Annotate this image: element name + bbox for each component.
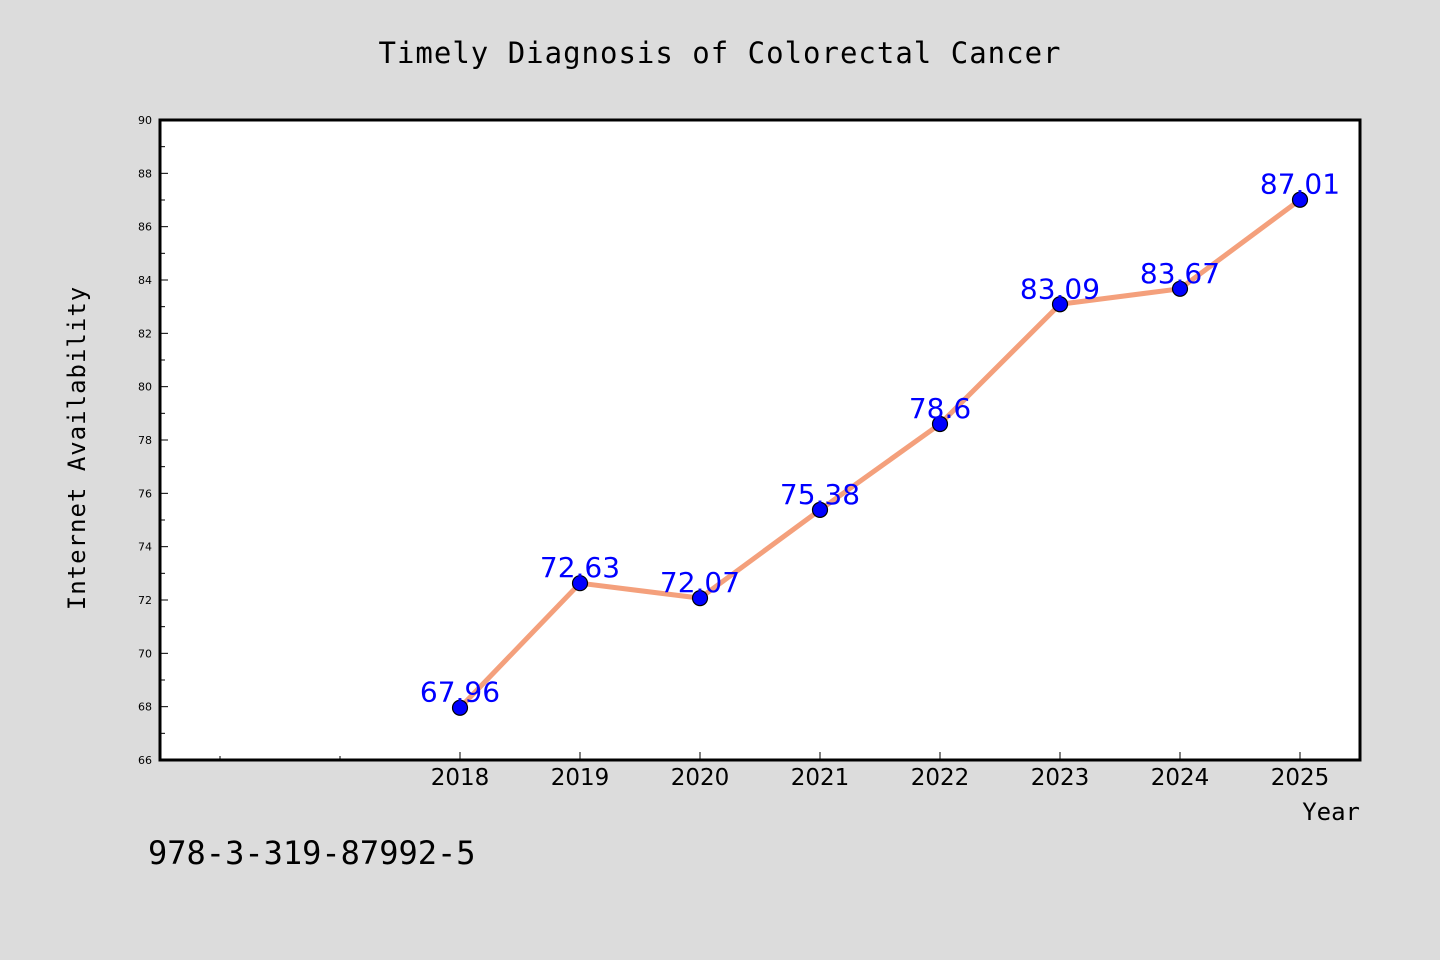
x-axis-label: Year bbox=[1302, 798, 1360, 826]
data-point bbox=[1051, 296, 1069, 313]
series-line bbox=[457, 197, 1303, 711]
data-label: 72.63 bbox=[540, 551, 620, 584]
data-point bbox=[571, 575, 589, 592]
x-tick-label: 2022 bbox=[911, 765, 970, 791]
data-label: 72.07 bbox=[660, 566, 740, 599]
data-label: 78.6 bbox=[909, 392, 971, 425]
data-label: 87.01 bbox=[1260, 168, 1340, 201]
data-label: 67.96 bbox=[420, 676, 500, 709]
x-tick-label: 2024 bbox=[1151, 765, 1210, 791]
x-tick-label: 2023 bbox=[1031, 765, 1090, 791]
x-tick-label: 2025 bbox=[1271, 765, 1330, 791]
x-tick-label: 2020 bbox=[671, 765, 730, 791]
data-point bbox=[451, 699, 469, 716]
y-tick-label: 70 bbox=[138, 647, 152, 660]
y-tick-label: 78 bbox=[138, 434, 152, 447]
y-tick-label: 74 bbox=[138, 541, 152, 554]
y-axis-ticks: 66 68 70 72 74 76 78 80 82 84 86 88 90 bbox=[138, 114, 168, 767]
x-axis-ticks: 2018 2019 2020 2021 2022 2023 2024 2025 bbox=[219, 752, 1330, 791]
plot-area bbox=[158, 118, 1362, 762]
y-tick-label: 90 bbox=[138, 114, 152, 127]
x-tick-label: 2018 bbox=[431, 765, 490, 791]
footer-isbn: 978-3-319-87992-5 bbox=[148, 834, 476, 872]
x-tick-label: 2021 bbox=[791, 765, 850, 791]
y-axis-label: Internet Availability bbox=[63, 286, 91, 610]
y-tick-label: 66 bbox=[138, 754, 152, 767]
y-tick-label: 82 bbox=[138, 327, 152, 340]
data-label: 83.09 bbox=[1020, 272, 1100, 305]
y-tick-label: 84 bbox=[138, 274, 152, 287]
series-layer: 67.96 72.63 72.07 75.38 78.6 83.09 83.67 87.01 bbox=[420, 168, 1340, 716]
x-tick-label: 2019 bbox=[551, 765, 610, 791]
data-label: 75.38 bbox=[780, 478, 860, 511]
data-point bbox=[691, 590, 709, 607]
data-label: 83.67 bbox=[1140, 257, 1220, 290]
y-tick-label: 80 bbox=[138, 381, 152, 394]
y-tick-label: 76 bbox=[138, 487, 152, 500]
chart-title: Timely Diagnosis of Colorectal Cancer bbox=[378, 36, 1061, 70]
data-point bbox=[1291, 191, 1309, 208]
y-tick-label: 72 bbox=[138, 594, 152, 607]
y-tick-label: 86 bbox=[138, 221, 152, 234]
data-point bbox=[1171, 280, 1189, 297]
y-tick-label: 88 bbox=[138, 167, 152, 180]
data-point bbox=[931, 415, 949, 433]
y-tick-label: 68 bbox=[138, 701, 152, 714]
data-point bbox=[811, 501, 829, 518]
